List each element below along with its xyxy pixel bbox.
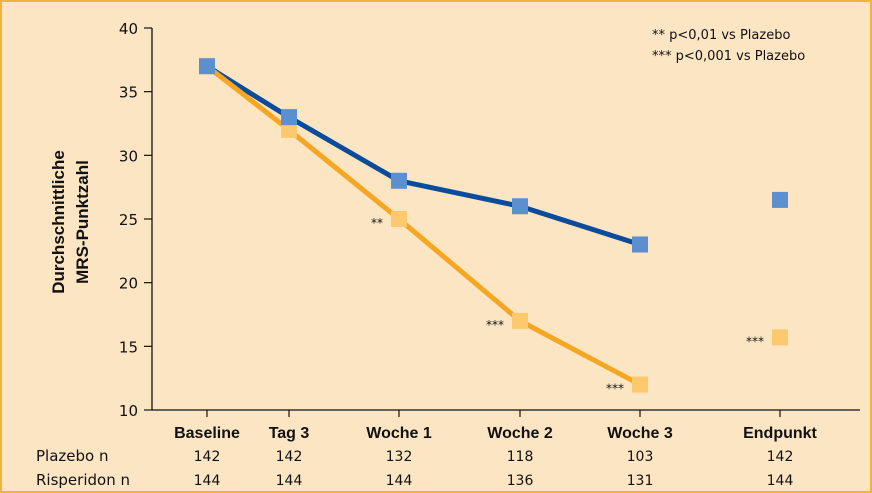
significance-marker-3: *** bbox=[746, 334, 764, 348]
x-category-label-5: Endpunkt bbox=[743, 425, 817, 442]
risperidon-marker-4 bbox=[632, 376, 648, 393]
n-row-0-value-3: 118 bbox=[507, 449, 534, 465]
significance-marker-1: *** bbox=[486, 318, 504, 332]
y-tick-label-30: 30 bbox=[119, 147, 138, 165]
y-tick-label-10: 10 bbox=[119, 402, 138, 420]
n-row-1-value-4: 131 bbox=[627, 473, 654, 489]
y-tick-label-25: 25 bbox=[119, 211, 138, 229]
significance-marker-2: *** bbox=[606, 382, 624, 396]
n-row-1-value-3: 136 bbox=[507, 473, 534, 489]
y-ticks: 10 15 20 25 30 35 40 bbox=[119, 20, 152, 420]
y-tick-label-35: 35 bbox=[119, 84, 138, 102]
n-row-0-value-2: 132 bbox=[386, 449, 413, 465]
series-group bbox=[199, 58, 788, 393]
n-row-1-value-0: 144 bbox=[194, 473, 221, 489]
plazebo-marker-2 bbox=[391, 172, 407, 189]
significance-markers: *********** bbox=[371, 216, 764, 396]
n-row-0-value-4: 103 bbox=[627, 449, 654, 465]
y-tick-label-15: 15 bbox=[119, 338, 138, 356]
y-axis-label-line2: MRS-Punktzahl bbox=[73, 160, 92, 284]
y-tick-label-40: 40 bbox=[119, 20, 138, 38]
x-category-label-3: Woche 2 bbox=[487, 425, 553, 442]
n-row-1-value-5: 144 bbox=[767, 473, 794, 489]
significance-marker-0: ** bbox=[371, 216, 383, 230]
legend-note-1: ** p<0,01 vs Plazebo bbox=[652, 28, 790, 43]
x-category-label-4: Woche 3 bbox=[607, 425, 673, 442]
n-table: Plazebo n 142 142 132 118 103 142 Risperidon n 1… bbox=[36, 447, 793, 489]
plazebo-marker-1 bbox=[281, 109, 297, 126]
n-row-label-1: Risperidon n bbox=[36, 471, 130, 489]
plazebo-marker-4 bbox=[632, 236, 648, 253]
y-tick-label-20: 20 bbox=[119, 275, 138, 293]
risperidon-marker-2 bbox=[391, 211, 407, 227]
n-row-0-value-1: 142 bbox=[276, 449, 303, 465]
y-axis-label-line1: Durchschnittliche bbox=[49, 150, 68, 294]
x-category-label-0: Baseline bbox=[174, 425, 240, 442]
legend-note-2: *** p<0,001 vs Plazebo bbox=[652, 49, 805, 64]
n-row-label-0: Plazebo n bbox=[36, 447, 108, 465]
plazebo-marker-endpoint bbox=[772, 191, 788, 208]
risperidon-marker-endpoint bbox=[772, 329, 788, 346]
n-row-1-value-2: 144 bbox=[386, 473, 413, 489]
risperidon-marker-1 bbox=[281, 121, 297, 138]
x-category-label-2: Woche 1 bbox=[366, 425, 432, 442]
n-row-0-value-0: 142 bbox=[194, 449, 221, 465]
x-category-label-1: Tag 3 bbox=[269, 425, 310, 442]
x-category-labels: Baseline Tag 3 Woche 1 Woche 2 Woche 3 Endpun… bbox=[174, 410, 818, 442]
n-row-1-value-1: 144 bbox=[276, 473, 303, 489]
n-row-0-value-5: 142 bbox=[767, 449, 794, 465]
plazebo-marker-3 bbox=[512, 198, 528, 215]
risperidon-marker-3 bbox=[512, 312, 528, 329]
plazebo-marker-0 bbox=[199, 58, 215, 75]
